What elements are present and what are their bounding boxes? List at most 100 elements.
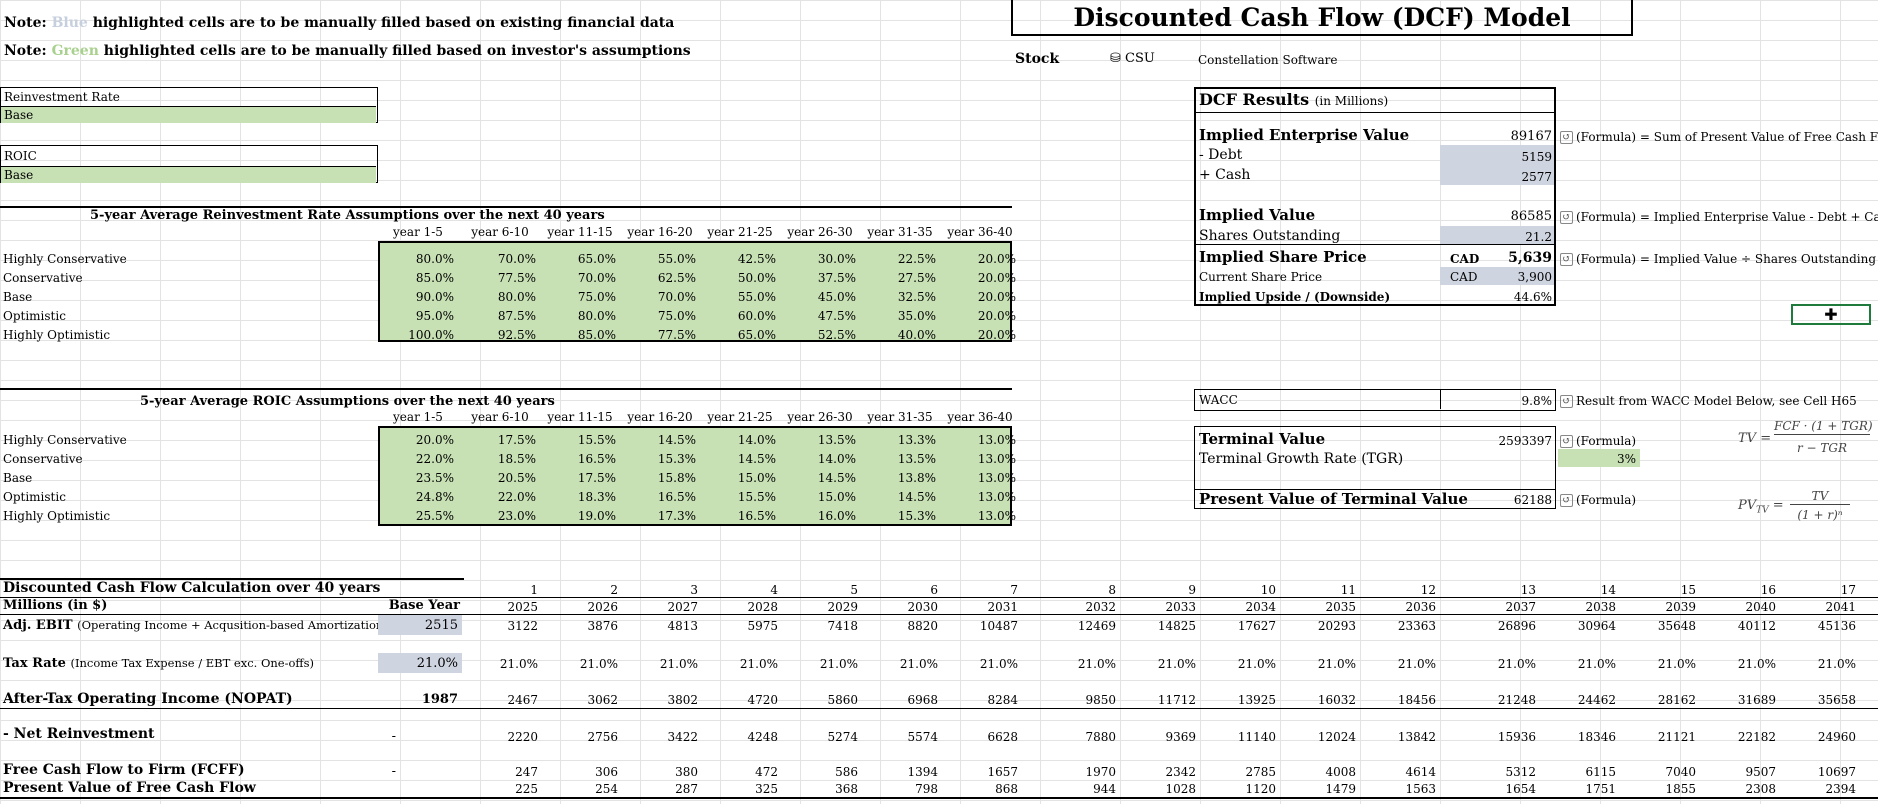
assumption-cell[interactable]: 17.5% [577,471,616,485]
pv-cell[interactable]: 1479 [1325,782,1356,796]
assumption-cell[interactable]: 19.0% [577,509,616,523]
shares-value[interactable]: 21.2 [1525,230,1552,244]
assumption-cell[interactable]: 16.5% [737,509,776,523]
assumption-cell[interactable]: 52.5% [817,328,856,342]
nopat-cell[interactable]: 9850 [1085,693,1116,707]
assumption-cell[interactable]: 30.0% [817,252,856,266]
assumption-cell[interactable]: 60.0% [737,309,776,323]
tax-cell[interactable]: 21.0% [1497,657,1536,671]
cash-value[interactable]: 2577 [1521,170,1552,184]
assumption-cell[interactable]: 27.5% [897,271,936,285]
tax-base[interactable]: 21.0% [416,656,458,671]
pv-cell[interactable]: 368 [835,782,858,796]
assumption-cell[interactable]: 13.3% [897,433,936,447]
tax-cell[interactable]: 21.0% [979,657,1018,671]
assumption-cell[interactable]: 13.0% [977,433,1016,447]
nopat-cell[interactable]: 3062 [587,693,618,707]
csp-input[interactable] [1440,267,1554,285]
assumption-cell[interactable]: 80.0% [577,309,616,323]
assumption-cell[interactable]: 15.0% [817,490,856,504]
assumption-cell[interactable]: 95.0% [415,309,454,323]
assumption-cell[interactable]: 14.0% [817,452,856,466]
ebit-cell[interactable]: 3122 [507,619,538,633]
ebit-cell[interactable]: 23363 [1397,619,1436,633]
assumption-cell[interactable]: 16.5% [577,452,616,466]
fcff-cell[interactable]: 10697 [1817,765,1856,779]
assumption-cell[interactable]: 75.0% [577,290,616,304]
iev-value[interactable]: 89167 [1510,129,1552,144]
tgr-input[interactable] [1558,449,1640,467]
assumption-cell[interactable]: 15.3% [657,452,696,466]
pv-cell[interactable]: 225 [515,782,538,796]
nopat-cell[interactable]: 16032 [1317,693,1356,707]
selected-cell[interactable]: ✚ [1791,304,1871,325]
reinvestment-cell[interactable]: 3422 [667,730,698,744]
assumption-cell[interactable]: 13.0% [977,490,1016,504]
assumption-cell[interactable]: 70.0% [577,271,616,285]
assumption-cell[interactable]: 65.0% [737,328,776,342]
pv-cell[interactable]: 254 [595,782,618,796]
nopat-base[interactable]: 1987 [421,692,458,707]
assumption-cell[interactable]: 23.0% [497,509,536,523]
ebit-cell[interactable]: 14825 [1157,619,1196,633]
assumption-cell[interactable]: 85.0% [415,271,454,285]
ebit-cell[interactable]: 12469 [1077,619,1116,633]
assumption-cell[interactable]: 92.5% [497,328,536,342]
assumption-cell[interactable]: 13.5% [817,433,856,447]
assumption-cell[interactable]: 18.3% [577,490,616,504]
fcff-cell[interactable]: 6115 [1585,765,1616,779]
fcff-cell[interactable]: 380 [675,765,698,779]
tax-cell[interactable]: 21.0% [1657,657,1696,671]
fcff-cell[interactable]: 247 [515,765,538,779]
assumption-cell[interactable]: 47.5% [817,309,856,323]
nopat-cell[interactable]: 21248 [1497,693,1536,707]
fcff-cell[interactable]: 4614 [1405,765,1436,779]
debt-value[interactable]: 5159 [1521,150,1552,164]
fcff-cell[interactable]: 2342 [1165,765,1196,779]
assumption-cell[interactable]: 20.0% [977,290,1016,304]
tax-cell[interactable]: 21.0% [739,657,778,671]
nopat-cell[interactable]: 31689 [1737,693,1776,707]
fcff-cell[interactable]: 306 [595,765,618,779]
assumption-cell[interactable]: 20.5% [497,471,536,485]
reinvestment-cell[interactable]: 24960 [1817,730,1856,744]
assumption-cell[interactable]: 14.0% [737,433,776,447]
assumption-cell[interactable]: 37.5% [817,271,856,285]
assumption-cell[interactable]: 15.5% [737,490,776,504]
fcff-cell[interactable]: 2785 [1245,765,1276,779]
fcff-cell[interactable]: 9507 [1745,765,1776,779]
assumption-cell[interactable]: 20.0% [415,433,454,447]
pv-cell[interactable]: 325 [755,782,778,796]
nopat-cell[interactable]: 6968 [907,693,938,707]
tax-cell[interactable]: 21.0% [1577,657,1616,671]
upside-value[interactable]: 44.6% [1513,290,1552,304]
reinv-base[interactable]: - [391,729,396,744]
assumption-cell[interactable]: 80.0% [497,290,536,304]
assumption-cell[interactable]: 13.0% [977,471,1016,485]
assumption-cell[interactable]: 90.0% [415,290,454,304]
tax-base-input[interactable] [378,653,462,673]
assumption-cell[interactable]: 13.0% [977,452,1016,466]
wacc-value[interactable]: 9.8% [1521,394,1553,408]
ebit-cell[interactable]: 3876 [587,619,618,633]
nopat-cell[interactable]: 28162 [1657,693,1696,707]
stock-ticker-cell[interactable]: ⛁ CSU [1110,51,1155,67]
fcff-cell[interactable]: 1394 [907,765,938,779]
reinvestment-cell[interactable]: 12024 [1317,730,1356,744]
assumption-cell[interactable]: 100.0% [408,328,454,342]
isp-value[interactable]: 5,639 [1508,250,1552,266]
pv-cell[interactable]: 1751 [1585,782,1616,796]
assumption-cell[interactable]: 17.3% [657,509,696,523]
assumption-cell[interactable]: 20.0% [977,328,1016,342]
assumption-cell[interactable]: 62.5% [657,271,696,285]
ebit-cell[interactable]: 26896 [1497,619,1536,633]
tax-cell[interactable]: 21.0% [499,657,538,671]
pv-cell[interactable]: 1120 [1245,782,1276,796]
assumption-cell[interactable]: 75.0% [657,309,696,323]
reinvestment-cell[interactable]: 11140 [1237,730,1276,744]
pv-cell[interactable]: 2394 [1825,782,1856,796]
reinvestment-cell[interactable]: 4248 [747,730,778,744]
ebit-cell[interactable]: 40112 [1737,619,1776,633]
assumption-cell[interactable]: 25.5% [415,509,454,523]
assumption-cell[interactable]: 16.0% [817,509,856,523]
